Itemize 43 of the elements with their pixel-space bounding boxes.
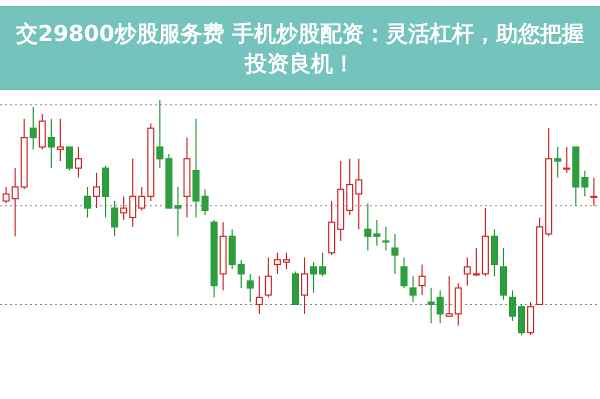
- candlestick: [256, 276, 263, 314]
- candlestick: [590, 176, 598, 206]
- chart-title: 交29800炒股服务费 手机炒股配资：灵活杠杆，助您把握投资良机！: [14, 21, 584, 77]
- candlestick: [554, 146, 562, 178]
- candlestick: [74, 146, 82, 178]
- candlestick: [319, 252, 326, 277]
- candlestick: [156, 99, 164, 169]
- candlestick: [92, 172, 100, 209]
- candlestick: [563, 146, 570, 174]
- candlestick: [2, 186, 10, 204]
- candlestick: [138, 186, 146, 212]
- candlestick: [436, 290, 444, 324]
- candlestick: [129, 158, 136, 228]
- candlestick: [508, 290, 516, 322]
- candlestick: [400, 256, 408, 289]
- candlestick: [274, 252, 281, 274]
- candlestick: [84, 186, 92, 218]
- candlestick: [418, 264, 426, 296]
- candlestick: [202, 188, 209, 216]
- candlestick: [391, 233, 398, 274]
- candlestick: [30, 106, 37, 150]
- candlestick: [264, 256, 272, 298]
- candlestick: [120, 196, 128, 220]
- candlestick: [238, 259, 245, 289]
- candlestick: [174, 186, 182, 237]
- candlestick: [364, 202, 372, 251]
- candlestick: [56, 118, 64, 162]
- candlestick: [410, 276, 417, 303]
- candlestick: [246, 273, 254, 303]
- candlestick: [581, 170, 588, 197]
- candlestick: [66, 146, 73, 172]
- candlestick: [282, 252, 290, 270]
- candlestick: [373, 219, 380, 246]
- candlestick: [446, 276, 453, 317]
- candlestick: [382, 226, 390, 251]
- candlestick: [111, 200, 118, 237]
- candlestick: [310, 262, 318, 294]
- candlestick: [472, 247, 480, 277]
- candlestick: [464, 256, 471, 286]
- candlestick: [48, 118, 55, 169]
- candlestick: [300, 256, 308, 314]
- candlestick: [428, 287, 435, 324]
- candlestick: [12, 168, 19, 237]
